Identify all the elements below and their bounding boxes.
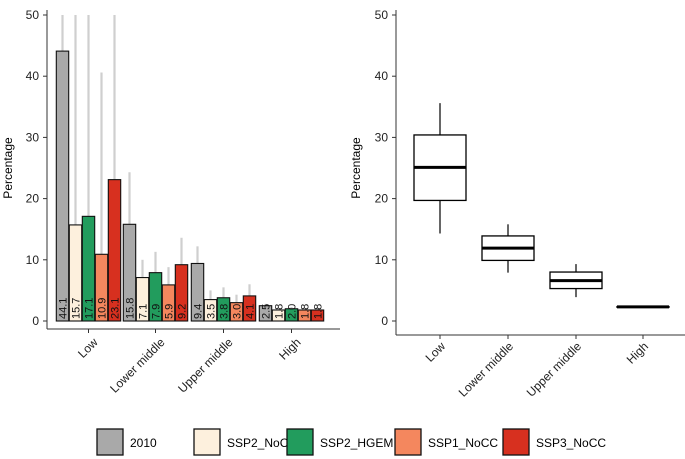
bar	[81, 215, 96, 322]
legend: 2010 SSP2_NoCC SSP2_HGEM SSP1_NoCC SSP3_NoCC	[96, 428, 606, 456]
legend-swatch	[96, 428, 124, 456]
bar	[94, 253, 109, 322]
x-tick-label: Low	[75, 335, 101, 361]
bar-value-label: 3.5	[206, 304, 218, 319]
x-tick-label: Lower middle	[456, 339, 517, 400]
bar-value-label: 1.8	[313, 304, 325, 319]
bar	[190, 262, 205, 322]
y-tick-label: 30	[375, 130, 389, 144]
legend-swatch	[394, 428, 422, 456]
bar-value-label: 7.1	[138, 304, 150, 319]
bar-value-label: 9.4	[193, 304, 205, 319]
boxplot-panel: 0 10 20 30 40 50 Percentage Low Lower middle Uppe…	[349, 8, 685, 400]
bar-value-label: 5.9	[164, 304, 176, 319]
bar-value-label: 23.1	[110, 298, 122, 319]
bar	[297, 309, 312, 322]
bar	[271, 309, 286, 322]
x-tick-label: High	[624, 339, 651, 366]
legend-swatch	[502, 428, 530, 456]
bar	[203, 299, 218, 322]
y-tick-label: 50	[375, 8, 389, 22]
bar	[242, 295, 257, 322]
y-tick-label: 40	[26, 69, 40, 83]
bar	[216, 297, 231, 322]
y-axis-title: Percentage	[1, 137, 15, 199]
bar	[148, 272, 163, 322]
bar	[68, 224, 83, 322]
y-tick-label: 40	[375, 69, 389, 83]
bar	[55, 50, 70, 322]
y-tick-label: 20	[26, 192, 40, 206]
bar-value-label: 15.8	[125, 298, 137, 319]
x-tick-label: Upper middle	[524, 339, 585, 400]
bar-value-label: 10.9	[97, 298, 109, 319]
bar-value-label: 1.8	[274, 304, 286, 319]
bar	[229, 302, 244, 322]
bar-value-label: 9.2	[177, 304, 189, 319]
bar	[284, 308, 299, 322]
bar	[107, 179, 122, 322]
y-tick-label: 0	[32, 314, 39, 328]
bar	[122, 223, 137, 322]
bar-value-label: 3.8	[219, 304, 231, 319]
bar-value-label: 1.8	[300, 304, 312, 319]
bar	[174, 264, 189, 322]
x-tick-label: Upper middle	[175, 335, 236, 396]
bar-value-label: 3.0	[232, 304, 244, 319]
y-axis-title: Percentage	[349, 137, 363, 199]
y-tick-label: 50	[26, 8, 40, 22]
bar-value-label: 2.5	[261, 304, 273, 319]
bar-value-label: 15.7	[71, 298, 83, 319]
bar-chart-panel: 0 10 20 30 40 50 Percentage Low 44.1 15.7 17.1 10.9…	[1, 8, 340, 396]
y-tick-label: 30	[26, 130, 40, 144]
legend-label: SSP2_HGEM	[320, 436, 393, 450]
x-tick-label: Lower middle	[107, 335, 168, 396]
bar-value-label: 44.1	[58, 298, 70, 319]
bar	[258, 305, 273, 322]
legend-label: SSP2_NoCC	[227, 436, 297, 450]
legend-label: SSP1_NoCC	[428, 436, 498, 450]
bar	[161, 284, 176, 322]
x-tick-label: Low	[423, 339, 449, 365]
bar	[310, 309, 325, 322]
bar-value-label: 4.1	[245, 304, 257, 319]
y-tick-label: 20	[375, 192, 389, 206]
legend-swatch	[193, 428, 221, 456]
bar-value-label: 17.1	[84, 298, 96, 319]
y-tick-label: 10	[375, 253, 389, 267]
bar	[135, 276, 150, 322]
x-tick-label: High	[276, 335, 303, 362]
bar-value-label: 7.9	[151, 304, 163, 319]
legend-swatch	[286, 428, 314, 456]
y-tick-label: 0	[381, 314, 388, 328]
y-tick-label: 10	[26, 253, 40, 267]
bar-value-label: 2.0	[287, 304, 299, 319]
legend-label: 2010	[130, 436, 157, 450]
legend-label: SSP3_NoCC	[536, 436, 606, 450]
